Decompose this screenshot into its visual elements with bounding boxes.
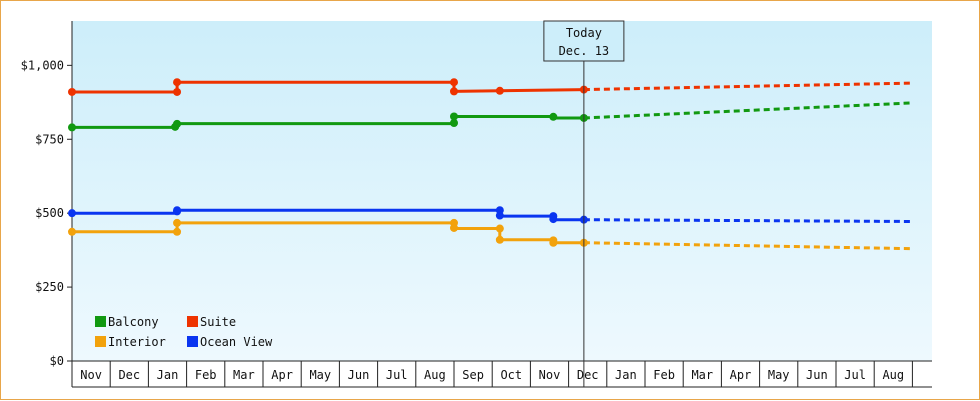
legend-label: Interior	[108, 335, 166, 349]
legend-swatch	[187, 336, 198, 347]
data-point-suite	[68, 87, 76, 96]
month-label: Aug	[882, 368, 904, 382]
month-label: Apr	[271, 368, 293, 382]
month-label: Feb	[653, 368, 675, 382]
data-point-ocean-view	[68, 209, 76, 218]
month-label: Jul	[386, 368, 408, 382]
month-label: Nov	[539, 368, 561, 382]
month-label: Apr	[730, 368, 752, 382]
today-marker: Today Dec. 13	[543, 20, 625, 387]
month-label: Mar	[691, 368, 713, 382]
plot-area-background	[72, 21, 932, 361]
data-point-suite	[450, 78, 458, 87]
month-label: Feb	[195, 368, 217, 382]
month-label: Jan	[615, 368, 637, 382]
month-label: Jun	[806, 368, 828, 382]
month-label: Dec	[118, 368, 140, 382]
forecast-line-interior	[583, 241, 913, 251]
data-point-interior	[495, 235, 504, 244]
data-point-interior	[549, 238, 558, 247]
data-point-balcony	[68, 123, 76, 132]
y-tick-label: $1,000	[21, 58, 64, 72]
today-label: Today	[566, 26, 602, 40]
y-tick-label: $250	[35, 280, 64, 294]
y-tick-label: $500	[35, 206, 64, 220]
y-tick-label: $0	[50, 354, 64, 368]
forecast-line-ocean-view	[583, 218, 913, 223]
month-label: Jun	[348, 368, 370, 382]
legend: Balcony Suite Interior Ocean View	[95, 315, 273, 349]
month-label: Jan	[157, 368, 179, 382]
data-point-interior	[173, 227, 182, 236]
data-point-suite	[495, 86, 504, 95]
month-label: Nov	[80, 368, 102, 382]
forecast-line-balcony	[583, 101, 913, 120]
data-point-balcony	[450, 119, 458, 127]
month-label: Mar	[233, 368, 255, 382]
legend-swatch	[187, 316, 198, 327]
data-point-ocean-view	[173, 206, 182, 215]
legend-swatch	[95, 316, 106, 327]
legend-swatch	[95, 336, 106, 347]
legend-label: Suite	[200, 315, 236, 329]
data-point-ocean-view	[549, 215, 558, 224]
y-tick-label: $750	[35, 132, 64, 146]
data-point-interior	[68, 227, 76, 236]
forecast-line-suite	[583, 81, 913, 92]
data-point-ocean-view	[495, 211, 504, 220]
month-label: Jul	[844, 368, 866, 382]
data-point-suite	[450, 87, 458, 96]
month-label: May	[309, 368, 331, 382]
today-box	[543, 20, 625, 62]
data-point-interior	[495, 224, 504, 233]
data-point-interior	[173, 218, 182, 227]
data-point-balcony	[549, 112, 558, 121]
series-layer	[68, 78, 913, 251]
legend-label: Balcony	[108, 315, 159, 329]
data-point-balcony	[450, 112, 458, 121]
month-label: Dec	[577, 368, 599, 382]
y-axis: $0 $250 $500 $750 $1,000	[21, 21, 73, 368]
month-label: Sep	[462, 368, 484, 382]
data-point-suite	[173, 78, 182, 87]
today-date: Dec. 13	[559, 44, 610, 58]
month-label: May	[768, 368, 790, 382]
data-point-interior	[450, 223, 458, 232]
month-label: Oct	[500, 368, 522, 382]
series-line-suite	[72, 80, 584, 94]
month-label: Aug	[424, 368, 446, 382]
month-axis: Nov Dec Jan Feb Mar Apr May Jun Jul Aug Sep Oct Nov D…	[71, 360, 932, 388]
data-point-suite	[173, 87, 182, 96]
legend-label: Ocean View	[200, 335, 273, 349]
data-point-balcony	[173, 119, 182, 128]
